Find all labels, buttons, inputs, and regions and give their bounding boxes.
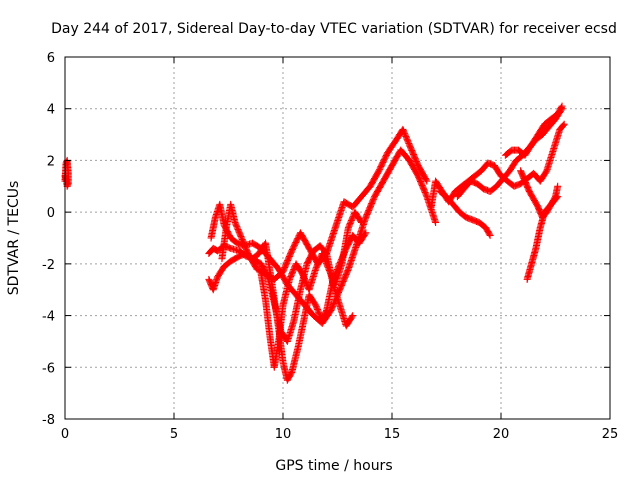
data-point: [432, 218, 440, 226]
data-point: [348, 313, 356, 321]
data-point: [560, 120, 568, 128]
y-tick-label-2: -4: [42, 310, 55, 325]
y-tick-label-1: -6: [42, 361, 55, 376]
axis-ticks: 0 5 10 15 20 25 -8 -6 -4 -2 0 2 4 6: [42, 51, 618, 442]
x-axis-label: GPS time / hours: [275, 458, 392, 474]
data-point: [554, 182, 562, 190]
data-point: [486, 231, 494, 239]
y-tick-label-4: 0: [47, 206, 55, 221]
y-axis-label: SDTVAR / TECUs: [6, 181, 22, 296]
data-point: [554, 193, 562, 201]
x-tick-label-2: 10: [275, 427, 292, 442]
plot-frame: [64, 56, 611, 420]
data-points: [61, 102, 568, 384]
y-tick-label-0: -8: [42, 413, 55, 428]
y-tick-label-6: 4: [47, 103, 55, 118]
data-point: [349, 312, 357, 320]
data-point: [557, 103, 565, 111]
chart-title: Day 244 of 2017, Sidereal Day-to-day VTE…: [51, 21, 617, 37]
data-point: [559, 121, 567, 129]
data-point: [422, 176, 430, 184]
x-tick-label-5: 25: [602, 427, 619, 442]
data-point: [423, 177, 431, 185]
x-tick-label-4: 20: [493, 427, 510, 442]
x-tick-label-1: 5: [170, 427, 178, 442]
y-tick-label-7: 6: [47, 51, 55, 66]
data-point: [558, 102, 566, 110]
data-point: [357, 217, 365, 225]
x-tick-label-3: 15: [384, 427, 401, 442]
x-tick-label-0: 0: [61, 427, 69, 442]
data-point: [553, 194, 561, 202]
data-point: [357, 218, 365, 226]
data-point: [485, 230, 493, 238]
y-tick-label-5: 2: [47, 154, 55, 169]
grid-lines: [65, 57, 610, 419]
y-tick-label-3: -2: [42, 258, 55, 273]
